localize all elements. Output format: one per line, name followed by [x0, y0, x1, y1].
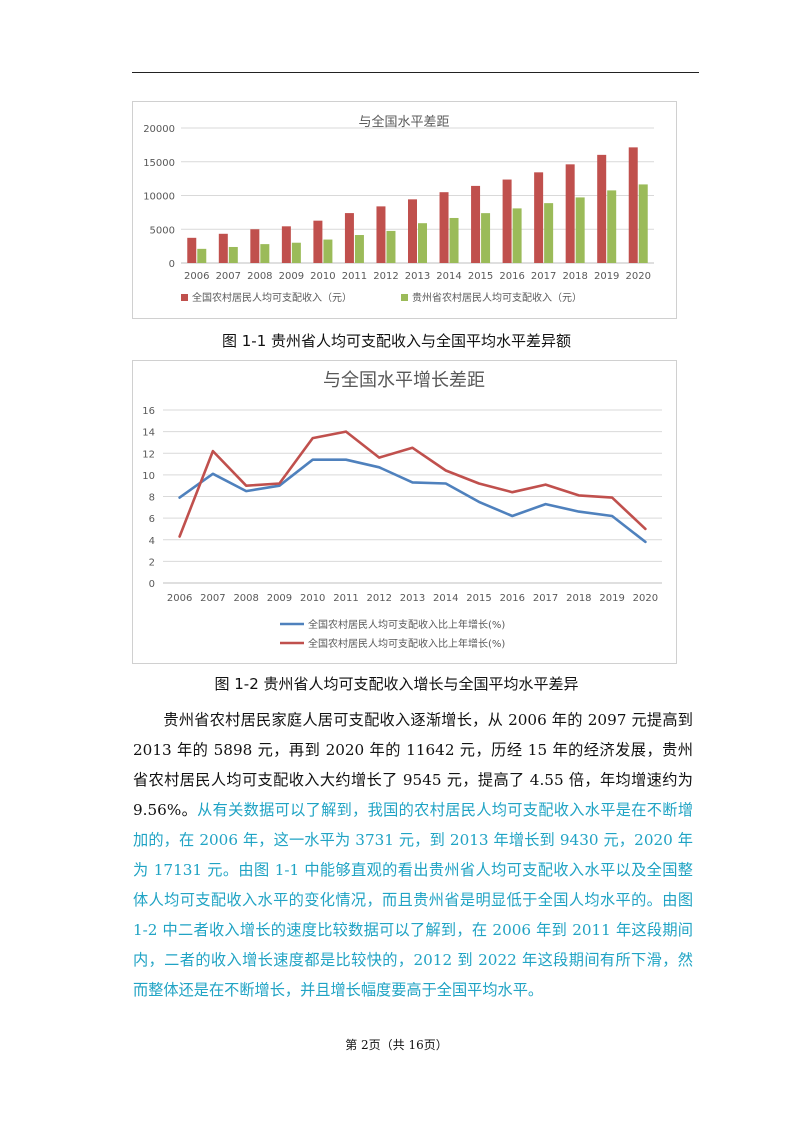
growth-gap-line-chart: 与全国水平增长差距 0 2 4 6 8 10 12 14 16 2006 2007 2008 2009…: [132, 360, 677, 664]
x-tick-label: 2015: [466, 593, 491, 604]
bar-national: [313, 220, 323, 263]
legend-label-blue: 全国农村居民人均可支配收入比上年增长(%): [308, 618, 505, 631]
bar-national: [344, 213, 354, 263]
page-footer: 第 2页（共 16页）: [345, 1038, 448, 1052]
x-tick-label: 2019: [599, 593, 624, 604]
x-tick-label: 2017: [533, 593, 558, 604]
y-tick-label: 5000: [150, 225, 175, 236]
paragraph-text-black: 贵州省农村居民家庭人居可支配收入逐渐增长，从 2006 年的 2097 元提高到…: [133, 711, 693, 819]
x-tick-label: 2016: [500, 593, 525, 604]
x-tick-label: 2008: [233, 593, 258, 604]
x-tick-label: 2011: [342, 271, 367, 282]
x-tick-label: 2017: [531, 271, 556, 282]
x-tick-label: 2012: [367, 593, 392, 604]
bar-national: [534, 172, 544, 263]
bar-guizhou: [575, 197, 585, 263]
bar-guizhou: [323, 239, 333, 263]
x-tick-label: 2018: [562, 271, 587, 282]
bar-guizhou: [449, 217, 459, 263]
figure-caption-1: 图 1-1 贵州省人均可支配收入与全国平均水平差异额: [221, 332, 572, 350]
x-tick-label: 2011: [333, 593, 358, 604]
x-tick-label: 2009: [279, 271, 304, 282]
paragraph-text-highlight: 从有关数据可以了解到，我国的农村居民人均可支配收入水平是在不断增加的，在 200…: [133, 801, 694, 999]
bar-national: [281, 226, 291, 263]
series-line-red: [178, 430, 647, 538]
legend-label-red: 全国农村居民人均可支配收入比上年增长(%): [308, 637, 505, 650]
x-tick-label: 2008: [247, 271, 272, 282]
bar-national: [565, 164, 575, 263]
bar-guizhou: [354, 235, 364, 263]
legend-label-national: 全国农村居民人均可支配收入（元）: [192, 291, 352, 304]
x-tick-label: 2009: [267, 593, 292, 604]
bar-guizhou: [512, 208, 522, 263]
x-tick-label: 2012: [373, 271, 398, 282]
y-tick-label: 0: [149, 579, 155, 590]
x-tick-label: 2010: [300, 593, 325, 604]
body-paragraph: 贵州省农村居民家庭人居可支配收入逐渐增长，从 2006 年的 2097 元提高到…: [133, 705, 693, 1005]
y-tick-label: 16: [142, 406, 155, 417]
bar-guizhou: [260, 244, 270, 263]
x-tick-label: 2020: [633, 593, 658, 604]
figure-caption-2: 图 1-2 贵州省人均可支配收入增长与全国平均水平差异: [214, 675, 579, 693]
x-tick-label: 2020: [626, 271, 651, 282]
y-tick-label: 8: [149, 493, 155, 504]
y-tick-label: 14: [142, 428, 155, 439]
bar-guizhou: [291, 242, 301, 263]
bar-guizhou: [386, 230, 396, 263]
bar-national: [597, 154, 607, 263]
bar-guizhou: [544, 203, 554, 263]
header-rule: [132, 72, 699, 73]
legend-label-guizhou: 贵州省农村居民人均可支配收入（元）: [412, 291, 582, 304]
x-tick-label: 2006: [167, 593, 192, 604]
y-tick-label: 2: [149, 557, 155, 568]
bar-chart-svg: 与全国水平差距 0 5000 10000 15000 20000 2006 2007 200…: [143, 114, 654, 304]
legend-swatch-guizhou: [401, 294, 408, 301]
x-tick-label: 2018: [566, 593, 591, 604]
bar-guizhou: [228, 246, 238, 263]
x-tick-label: 2007: [200, 593, 225, 604]
y-tick-label: 4: [149, 536, 155, 547]
bar-national: [187, 237, 197, 263]
bar-national: [218, 233, 228, 263]
y-tick-label: 6: [149, 514, 155, 525]
x-tick-label: 2019: [594, 271, 619, 282]
bar-national: [408, 199, 417, 263]
x-tick-label: 2006: [184, 271, 209, 282]
bar-national: [376, 206, 386, 263]
x-tick-label: 2014: [436, 271, 461, 282]
chart-title: 与全国水平差距: [358, 114, 449, 130]
bar-guizhou: [607, 190, 617, 263]
y-tick-label: 15000: [143, 158, 175, 169]
x-tick-label: 2015: [468, 271, 493, 282]
chart-title: 与全国水平增长差距: [323, 370, 485, 391]
income-gap-bar-chart: 与全国水平差距 0 5000 10000 15000 20000 2006 2007 200…: [132, 101, 677, 319]
line-chart-svg: 与全国水平增长差距 0 2 4 6 8 10 12 14 16 2006 2007 2008 2009…: [142, 370, 662, 650]
bar-guizhou: [481, 213, 491, 263]
bar-national: [250, 229, 260, 263]
bar-national: [502, 179, 512, 263]
bar-guizhou: [638, 184, 648, 263]
y-tick-label: 10: [142, 471, 155, 482]
y-tick-label: 10000: [143, 192, 175, 203]
x-tick-label: 2016: [499, 271, 524, 282]
bar-guizhou: [418, 223, 427, 263]
x-tick-label: 2007: [216, 271, 241, 282]
series-line-blue: [178, 458, 647, 544]
y-tick-label: 0: [169, 259, 175, 270]
y-tick-label: 20000: [143, 124, 175, 135]
bar-national: [439, 192, 449, 263]
x-tick-label: 2010: [310, 271, 335, 282]
x-tick-label: 2013: [405, 271, 430, 282]
y-tick-label: 12: [142, 449, 155, 460]
x-tick-label: 2014: [433, 593, 458, 604]
bar-national: [471, 185, 481, 263]
bar-guizhou: [197, 248, 207, 263]
x-tick-label: 2013: [400, 593, 425, 604]
bar-national: [628, 147, 638, 263]
legend-swatch-national: [181, 294, 188, 301]
